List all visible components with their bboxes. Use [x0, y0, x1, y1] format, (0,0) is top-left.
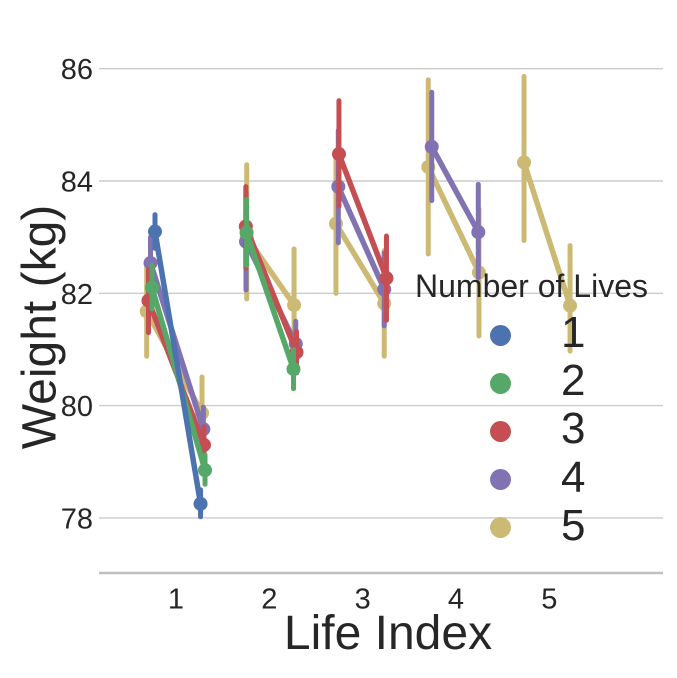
series-4-li4-point-0: [424, 139, 439, 154]
series-1-li1-line: [152, 228, 204, 507]
series-3-li3-point-1: [379, 271, 394, 286]
series-5-li5-point-0: [517, 155, 532, 170]
series-5-li5-point-1: [563, 298, 578, 313]
series-2-li2-point-1: [286, 362, 301, 377]
y-axis-label: Weight (kg): [13, 204, 67, 450]
x-tick-label-5: 5: [541, 584, 557, 616]
y-tick-label-84: 84: [61, 167, 93, 199]
legend-dot-3: [489, 420, 511, 442]
series-1-li1-point-0: [148, 224, 163, 239]
series-5-li4-line: [425, 164, 482, 276]
x-tick-label-3: 3: [355, 584, 371, 616]
legend-label-1: 1: [561, 308, 586, 357]
legend-dot-4: [489, 469, 511, 491]
x-tick-label-1: 1: [168, 584, 184, 616]
series-2-li2-line: [243, 229, 297, 372]
legend-label-4: 4: [561, 452, 586, 502]
series-5-li5-line: [521, 159, 573, 309]
y-tick-label-80: 80: [61, 391, 93, 423]
legend-label-3: 3: [561, 404, 586, 454]
legend-label-5: 5: [561, 500, 586, 550]
x-axis-label: Life Index: [283, 607, 493, 660]
series-1-li1-point-1: [193, 496, 208, 511]
series-4-li4-point-1: [471, 225, 486, 240]
y-tick-label-78: 78: [61, 503, 93, 535]
legend-title: Number of Lives: [415, 268, 648, 304]
series-4-li3-line: [335, 183, 387, 293]
series-2-li1-point-1: [198, 463, 213, 478]
series-5-li2-point-1: [287, 298, 302, 313]
series-3-li3-point-0: [331, 147, 346, 162]
y-tick-label-86: 86: [61, 54, 93, 86]
legend-dot-1: [489, 324, 511, 346]
series-5-li3-line: [333, 220, 387, 307]
legend-label-2: 2: [561, 356, 586, 406]
y-tick-label-82: 82: [61, 279, 93, 311]
series-3-li3-line: [336, 151, 390, 281]
series-4-li4-line: [428, 143, 482, 235]
legend-dot-5: [489, 517, 511, 539]
x-tick-label-2: 2: [261, 584, 277, 616]
legend-dot-2: [489, 372, 511, 394]
series-2-li1-point-0: [145, 280, 160, 295]
x-tick-label-4: 4: [448, 584, 464, 616]
series-2-li2-point-0: [239, 225, 254, 240]
